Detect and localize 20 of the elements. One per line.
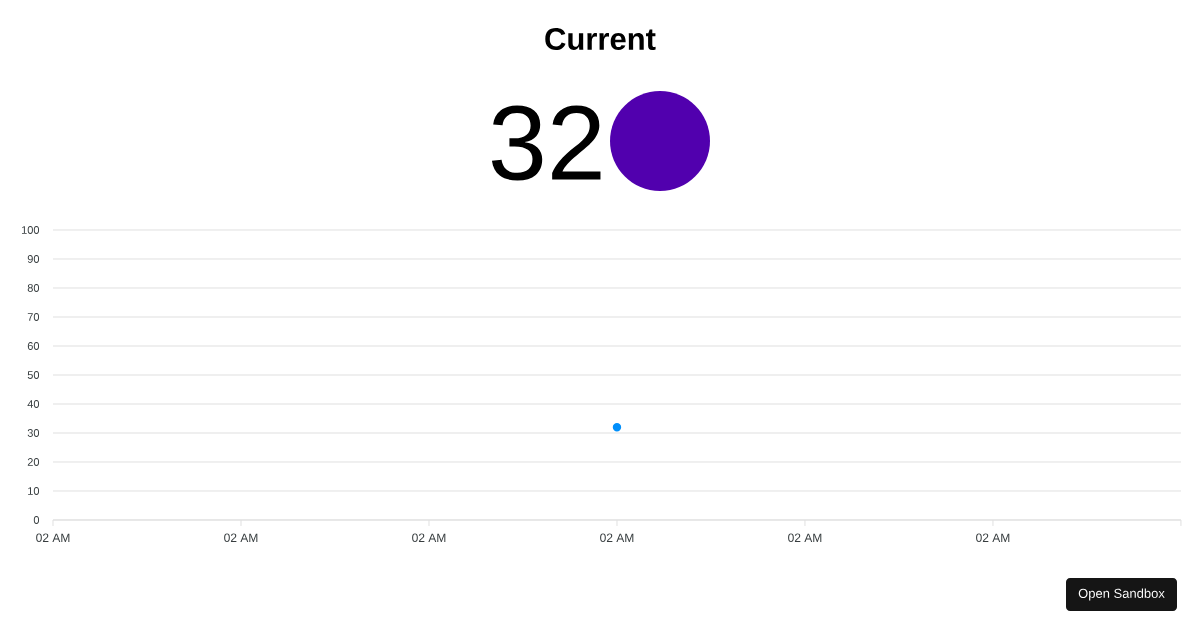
x-tick-label: 02 AM <box>600 533 634 543</box>
y-tick-label: 90 <box>27 255 40 263</box>
x-tick-label: 02 AM <box>976 533 1010 543</box>
x-tick-label: 02 AM <box>224 533 258 543</box>
chart-title: Current <box>545 28 656 50</box>
y-tick-label: 10 <box>28 487 40 495</box>
y-tick-label: 30 <box>27 429 40 437</box>
y-tick-label: 100 <box>21 226 40 234</box>
y-tick-label: 80 <box>27 284 40 292</box>
y-tick-label: 0 <box>33 516 40 524</box>
text: Open Sandbox <box>1078 588 1165 601</box>
text: 32 <box>491 105 601 181</box>
y-tick-label: 50 <box>27 371 40 379</box>
y-tick-label: 40 <box>27 400 40 408</box>
y-tick-label: 20 <box>27 458 40 466</box>
y-tick-label: 70 <box>27 313 40 321</box>
x-tick-label: 02 AM <box>36 533 70 543</box>
y-tick-label: 60 <box>27 342 40 350</box>
x-tick-label: 02 AM <box>412 533 446 543</box>
x-tick-label: 02 AM <box>788 533 822 543</box>
